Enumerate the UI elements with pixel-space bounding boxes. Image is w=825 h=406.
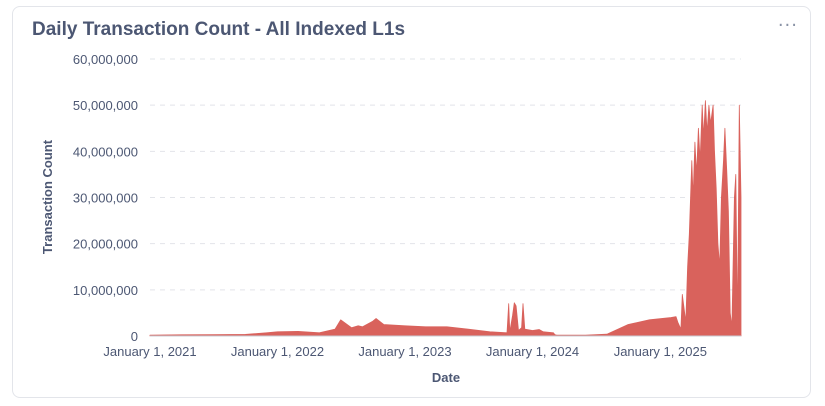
area-series [149, 100, 742, 337]
x-tick-label: January 1, 2025 [614, 344, 707, 359]
y-tick-label: 0 [131, 329, 138, 344]
y-tick-label: 10,000,000 [73, 283, 138, 298]
chart-title: Daily Transaction Count - All Indexed L1… [32, 19, 406, 40]
y-tick-label: 20,000,000 [73, 237, 138, 252]
x-tick-label: January 1, 2023 [358, 344, 451, 359]
y-tick-label: 60,000,000 [73, 52, 138, 67]
x-tick-label: January 1, 2022 [231, 344, 324, 359]
y-tick-label: 30,000,000 [73, 191, 138, 206]
x-axis-label: Date [432, 370, 460, 385]
y-axis-label: Transaction Count [40, 139, 55, 254]
ellipsis-icon[interactable]: ··· [777, 15, 798, 36]
x-tick-label: January 1, 2021 [103, 344, 196, 359]
y-tick-label: 40,000,000 [73, 144, 138, 159]
y-tick-label: 50,000,000 [73, 98, 138, 113]
x-tick-label: January 1, 2024 [486, 344, 579, 359]
